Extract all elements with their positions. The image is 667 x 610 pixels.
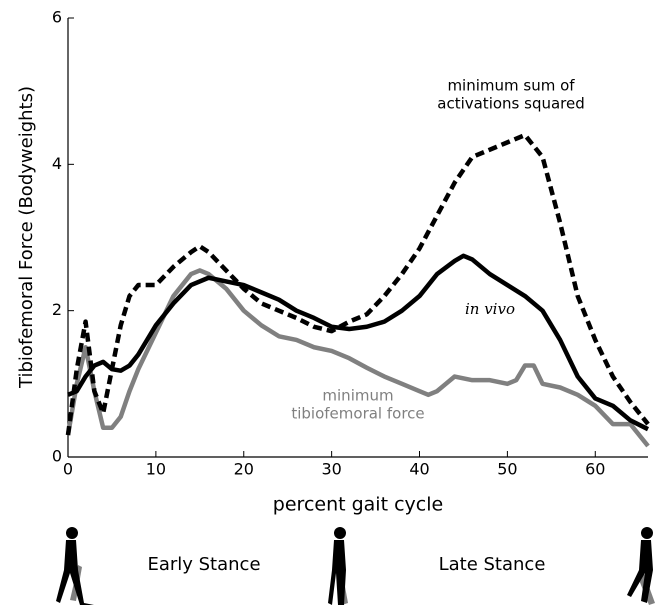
annotation: minimum: [322, 387, 393, 405]
y-tick-label: 0: [52, 447, 62, 466]
y-axis-label: Tibiofemoral Force (Bodyweights): [16, 86, 37, 389]
x-tick-label: 50: [497, 460, 517, 479]
annotation: minimum sum of: [447, 77, 575, 95]
y-tick-label: 2: [52, 300, 62, 319]
annotation: activations squared: [437, 95, 585, 113]
phase-label: Late Stance: [439, 554, 546, 575]
x-tick-label: 40: [409, 460, 429, 479]
phase-label: Early Stance: [147, 554, 260, 575]
x-tick-label: 60: [585, 460, 605, 479]
series-line: [65, 268, 650, 448]
x-tick-label: 20: [234, 460, 254, 479]
series-line: [67, 253, 650, 432]
walker-icon: [328, 527, 348, 605]
x-tick-label: 0: [63, 460, 73, 479]
x-axis-label: percent gait cycle: [273, 494, 443, 516]
x-tick-label: 10: [146, 460, 166, 479]
walker-icon: [627, 527, 655, 605]
y-tick-label: 4: [52, 154, 62, 173]
x-tick-label: 30: [321, 460, 341, 479]
annotation: in vivo: [465, 300, 515, 318]
series-line: [65, 132, 650, 436]
annotation: tibiofemoral force: [291, 405, 424, 423]
y-tick-label: 6: [52, 8, 62, 27]
walker-icon: [56, 527, 94, 605]
